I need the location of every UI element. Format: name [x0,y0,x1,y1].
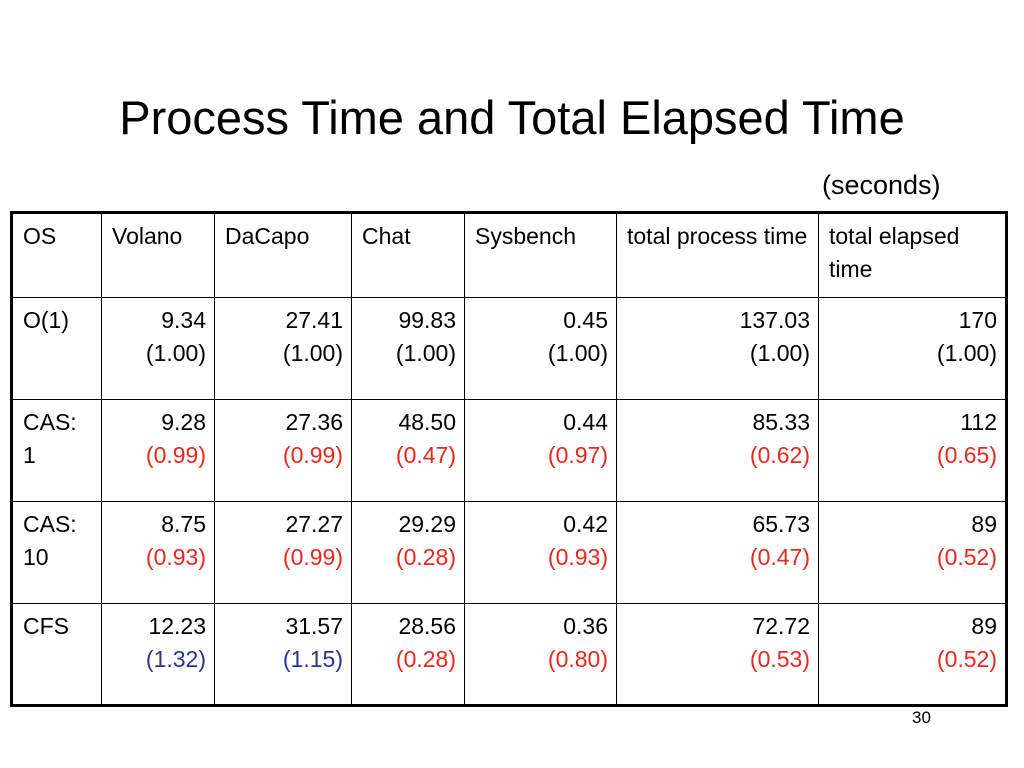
cell-dacapo: 27.41 (1.00) [214,297,352,400]
cell-volano: 9.28 (0.99) [101,399,215,502]
cell-chat: 99.83 (1.00) [351,297,465,400]
os-cell: CAS: 10 [11,501,102,604]
cell-value: 89 [971,511,997,537]
cell-value: 8.75 [161,511,206,537]
cell-ratio: (0.62) [749,442,810,468]
cell-ratio: (0.47) [749,544,810,570]
cell-value: 27.36 [285,409,343,435]
cell-chat: 48.50 (0.47) [351,399,465,502]
cell-value: 112 [960,409,997,435]
cell-value: 31.57 [285,613,343,639]
os-cell: O(1) [11,297,102,400]
units-label: (seconds) [822,170,941,200]
cell-value: 99.83 [398,307,456,333]
cell-sysbench: 0.42 (0.93) [464,501,617,604]
cell-ratio: (0.52) [936,544,997,570]
header-cell-volano: Volano [101,212,215,298]
cell-ratio: (0.80) [547,646,608,672]
cell-sysbench: 0.36 (0.80) [464,603,617,706]
cell-total-elapsed-time: 89 (0.52) [818,603,1007,706]
cell-value: 0.45 [563,307,608,333]
cell-volano: 8.75 (0.93) [101,501,215,604]
cell-dacapo: 31.57 (1.15) [214,603,352,706]
cell-value: 27.27 [285,511,343,537]
cell-value: 0.42 [563,511,608,537]
cell-ratio: (0.97) [547,442,608,468]
cell-total-process-time: 72.72 (0.53) [616,603,819,706]
cell-ratio: (0.93) [547,544,608,570]
cell-total-elapsed-time: 89 (0.52) [818,501,1007,604]
cell-value: 48.50 [398,409,456,435]
cell-total-process-time: 137.03 (1.00) [616,297,819,400]
header-cell-chat: Chat [351,212,465,298]
cell-value: 85.33 [752,409,810,435]
cell-value: 9.28 [161,409,206,435]
os-cell: CAS: 1 [11,399,102,502]
cell-volano: 9.34 (1.00) [101,297,215,400]
os-cell: CFS [11,603,102,706]
header-cell-dacapo: DaCapo [214,212,352,298]
cell-ratio: (0.99) [145,442,206,468]
table-row: CFS 12.23 (1.32) 31.57 (1.15) 28.56 (0.28) 0.36… [11,603,1007,706]
cell-ratio: (1.00) [936,340,997,366]
cell-ratio: (0.99) [282,544,343,570]
cell-total-elapsed-time: 112 (0.65) [818,399,1007,502]
cell-ratio: (0.47) [395,442,456,468]
cell-ratio: (0.28) [395,544,456,570]
cell-sysbench: 0.44 (0.97) [464,399,617,502]
cell-value: 137.03 [739,307,810,333]
cell-volano: 12.23 (1.32) [101,603,215,706]
cell-total-process-time: 85.33 (0.62) [616,399,819,502]
cell-value: 27.41 [285,307,343,333]
table-row: O(1) 9.34 (1.00) 27.41 (1.00) 99.83 (1.00) 0.45… [11,297,1007,400]
cell-value: 0.44 [563,409,608,435]
slide-title: Process Time and Total Elapsed Time [119,91,905,144]
page-number: 30 [912,708,931,727]
cell-value: 9.34 [161,307,206,333]
table-row: CAS: 1 9.28 (0.99) 27.36 (0.99) 48.50 (0.47) 0.… [11,399,1007,502]
cell-ratio: (0.93) [145,544,206,570]
header-cell-total-process-time: total process time [616,212,819,298]
cell-value: 12.23 [148,613,206,639]
table-header-row: OS Volano DaCapo Chat Sysbench total pro… [11,212,1007,298]
header-cell-total-elapsed-time: total elapsed time [818,212,1007,298]
cell-value: 29.29 [398,511,456,537]
cell-ratio: (1.32) [145,646,206,672]
cell-ratio: (1.00) [145,340,206,366]
cell-ratio: (1.00) [282,340,343,366]
header-cell-os: OS [11,212,102,298]
cell-value: 72.72 [752,613,810,639]
cell-value: 28.56 [398,613,456,639]
table-body: O(1) 9.34 (1.00) 27.41 (1.00) 99.83 (1.00) 0.45… [11,297,1007,706]
cell-chat: 29.29 (0.28) [351,501,465,604]
table-row: CAS: 10 8.75 (0.93) 27.27 (0.99) 29.29 (0.28) 0… [11,501,1007,604]
cell-ratio: (0.53) [749,646,810,672]
cell-ratio: (0.52) [936,646,997,672]
results-table: OS Volano DaCapo Chat Sysbench total pro… [10,211,1008,707]
cell-ratio: (1.00) [749,340,810,366]
cell-value: 65.73 [752,511,810,537]
cell-value: 89 [971,613,997,639]
cell-dacapo: 27.36 (0.99) [214,399,352,502]
cell-ratio: (1.00) [547,340,608,366]
cell-sysbench: 0.45 (1.00) [464,297,617,400]
cell-value: 0.36 [563,613,608,639]
cell-total-process-time: 65.73 (0.47) [616,501,819,604]
cell-ratio: (0.28) [395,646,456,672]
cell-ratio: (0.65) [936,442,997,468]
cell-ratio: (0.99) [282,442,343,468]
cell-total-elapsed-time: 170 (1.00) [818,297,1007,400]
cell-chat: 28.56 (0.28) [351,603,465,706]
cell-value: 170 [958,307,997,333]
cell-ratio: (1.15) [282,646,343,672]
cell-dacapo: 27.27 (0.99) [214,501,352,604]
header-cell-sysbench: Sysbench [464,212,617,298]
cell-ratio: (1.00) [395,340,456,366]
